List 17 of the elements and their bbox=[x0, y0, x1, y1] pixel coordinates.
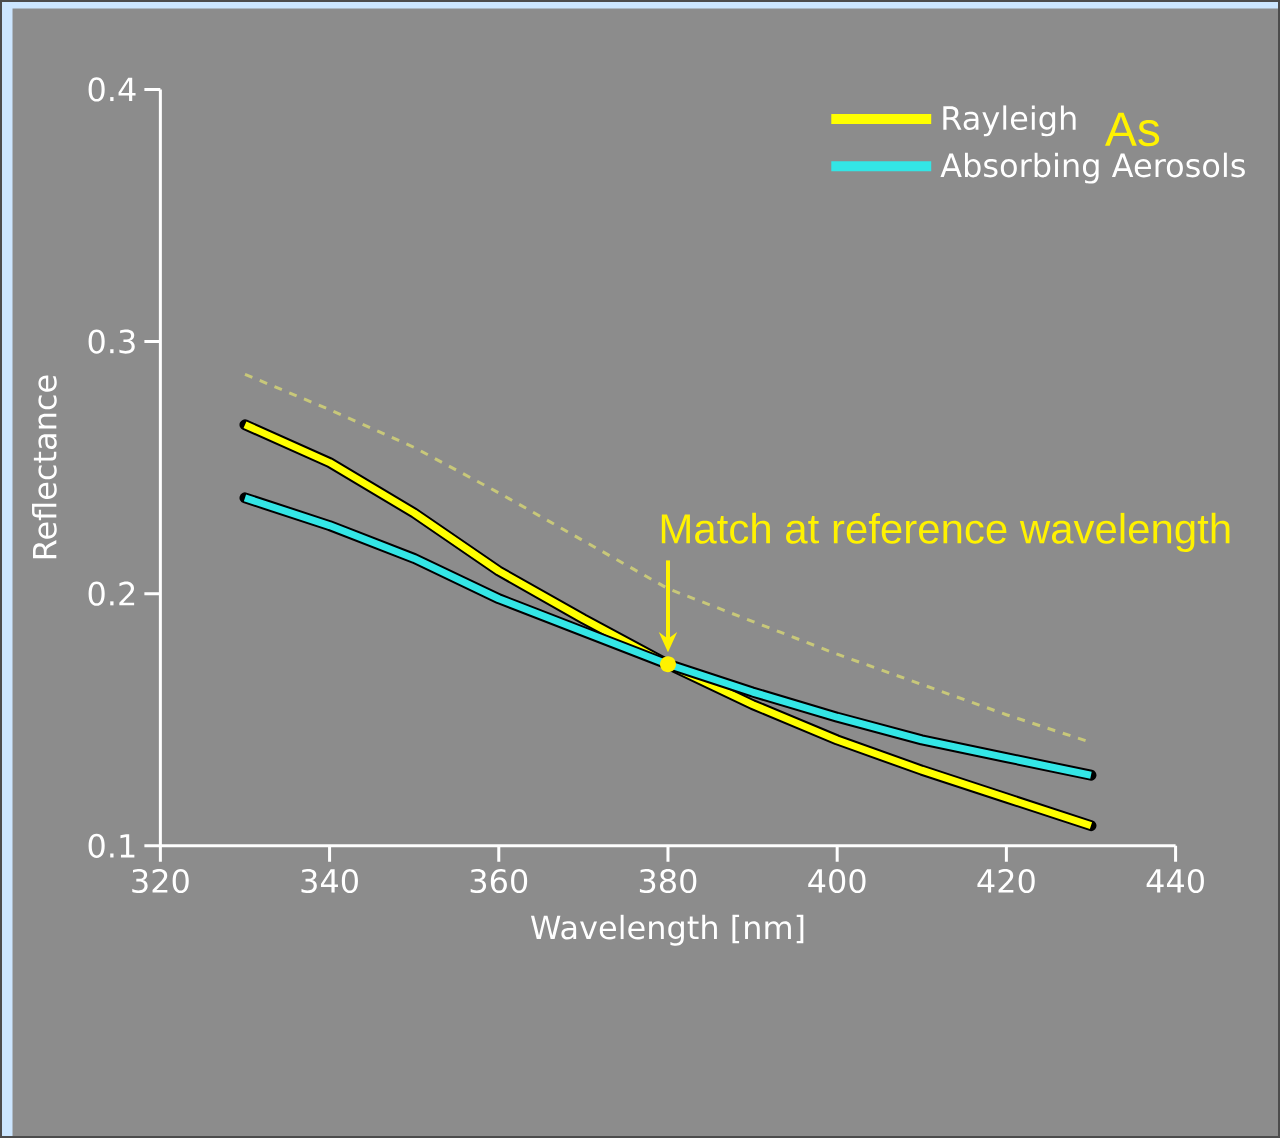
x-tick-label: 420 bbox=[977, 868, 1035, 893]
y-tick-label: 0.4 bbox=[88, 77, 136, 102]
x-tick-label: 320 bbox=[132, 868, 189, 893]
x-tick-label: 400 bbox=[808, 868, 866, 893]
x-tick-label: 360 bbox=[470, 868, 528, 893]
annotation: As bbox=[1105, 112, 1160, 147]
legend-label: Rayleigh bbox=[943, 105, 1076, 137]
y-tick-label: 0.2 bbox=[88, 581, 135, 606]
y-tick-label: 0.1 bbox=[88, 833, 135, 858]
y-tick-label: 0.3 bbox=[88, 329, 135, 354]
x-tick-label: 440 bbox=[1146, 868, 1204, 893]
x-axis-title: Wavelength [nm] bbox=[530, 914, 804, 946]
y-axis-title: Reflectance bbox=[32, 375, 57, 559]
x-tick-label: 340 bbox=[301, 868, 358, 893]
x-tick-label: 380 bbox=[639, 868, 697, 893]
annotation: Match at reference wavelength bbox=[661, 512, 1230, 552]
legend-label: Absorbing Aerosols bbox=[940, 152, 1245, 184]
